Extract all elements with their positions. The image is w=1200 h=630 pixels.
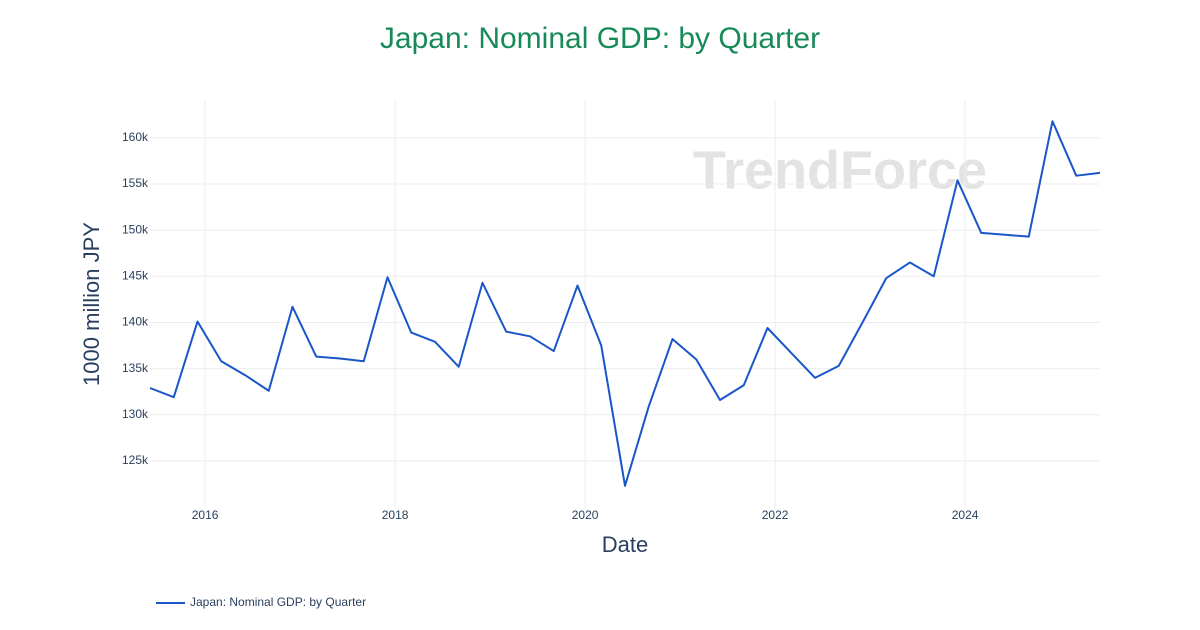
- y-tick-label: 150k: [122, 222, 149, 236]
- chart-title: Japan: Nominal GDP: by Quarter: [380, 22, 820, 55]
- x-axis-title: Date: [602, 532, 648, 557]
- x-tick-label: 2022: [762, 508, 789, 522]
- y-tick-label: 145k: [122, 268, 149, 282]
- y-tick-label: 160k: [122, 130, 149, 144]
- watermark: TrendForce: [693, 140, 987, 200]
- data-line: [149, 120, 1101, 487]
- y-tick-label: 155k: [122, 176, 149, 190]
- y-tick-label: 140k: [122, 315, 149, 329]
- y-axis-title: 1000 million JPY: [79, 222, 104, 386]
- y-tick-label: 125k: [122, 453, 149, 467]
- x-tick-label: 2018: [382, 508, 409, 522]
- y-tick-label: 130k: [122, 407, 149, 421]
- y-tick-label: 135k: [122, 361, 149, 375]
- legend-label: Japan: Nominal GDP: by Quarter: [190, 595, 366, 609]
- x-tick-label: 2016: [192, 508, 219, 522]
- x-tick-label: 2020: [572, 508, 599, 522]
- x-tick-label: 2024: [952, 508, 979, 522]
